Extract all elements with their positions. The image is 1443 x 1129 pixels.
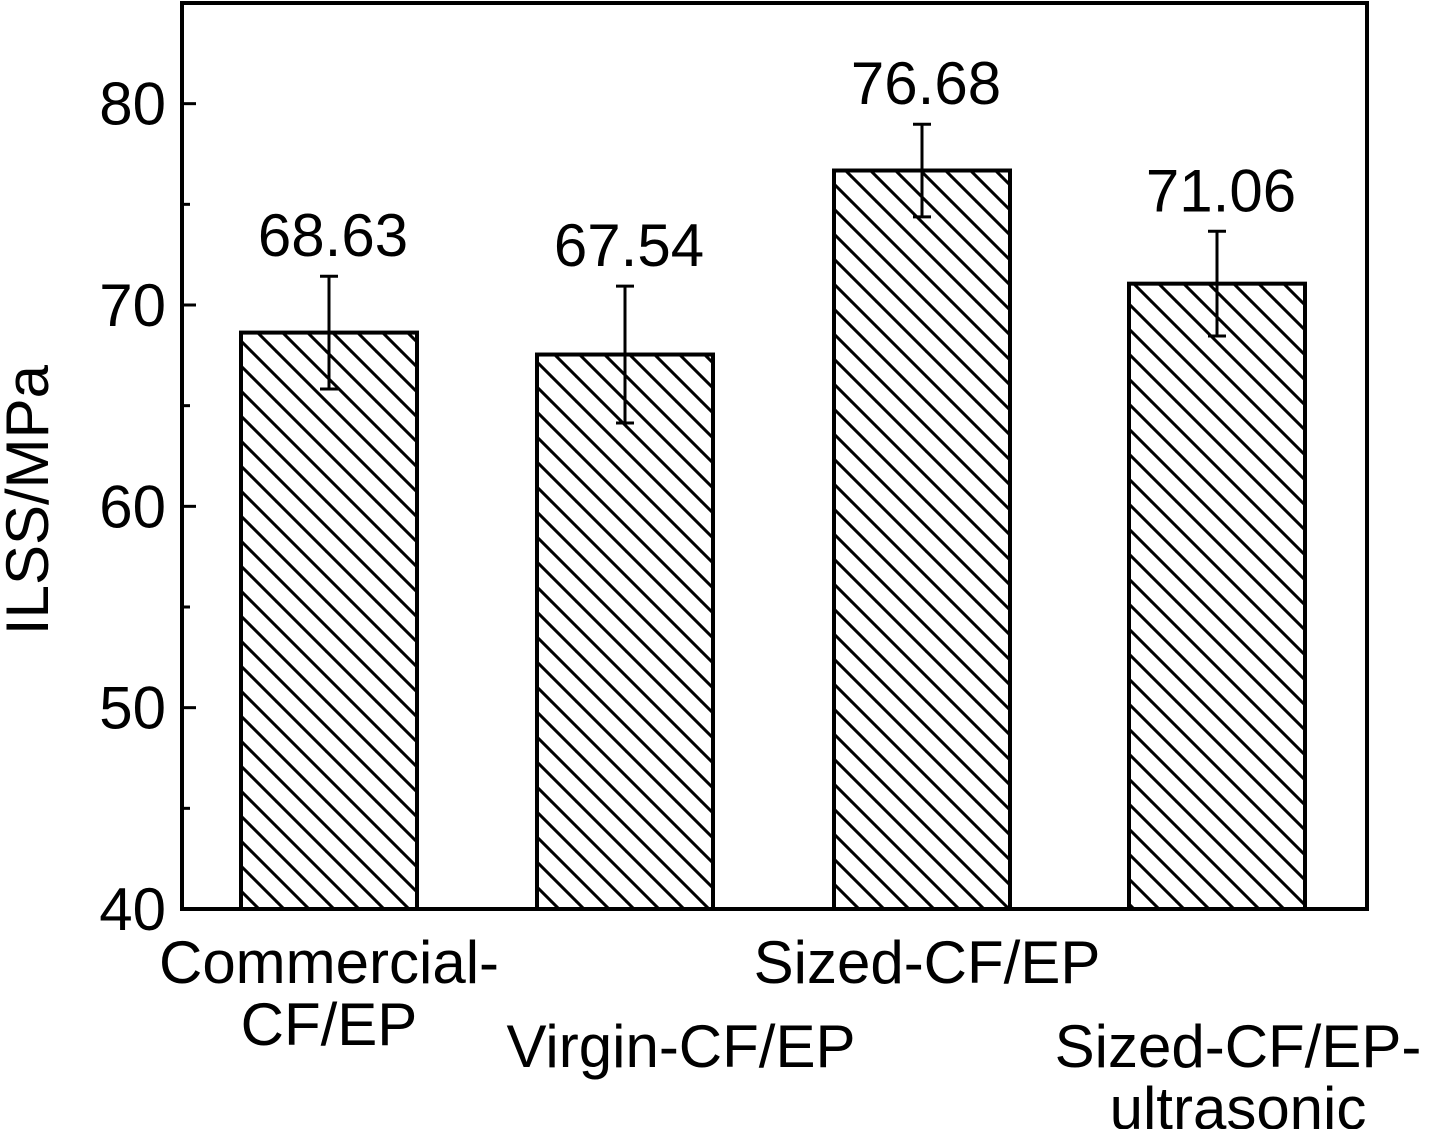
y-tick-label: 80 <box>99 71 166 138</box>
category-label-line: CF/EP <box>241 991 418 1058</box>
data-label-4: 71.06 <box>1146 157 1296 224</box>
bar-4 <box>1127 281 1307 911</box>
category-label-line: ultrasonic <box>1110 1075 1367 1129</box>
error-bars-layer <box>320 122 1226 425</box>
bar-1 <box>239 330 419 912</box>
category-label-line: Commercial- <box>159 929 499 996</box>
bar-2 <box>535 352 715 911</box>
error-bar-2 <box>616 284 634 425</box>
category-label-2: Virgin-CF/EP <box>507 1013 856 1080</box>
category-label-line: Sized-CF/EP <box>754 929 1101 996</box>
error-bar-3 <box>913 122 931 219</box>
bar-3 <box>832 168 1012 911</box>
y-tick-label: 70 <box>99 272 166 339</box>
bars-layer <box>239 168 1307 912</box>
data-label-3: 76.68 <box>851 50 1001 117</box>
y-tick-label: 40 <box>99 876 166 943</box>
category-label-line: Sized-CF/EP- <box>1055 1013 1422 1080</box>
y-axis-label: ILSS/MPa <box>0 364 61 635</box>
category-label-3: Sized-CF/EP <box>754 929 1101 996</box>
category-label-4: Sized-CF/EP-ultrasonic <box>1055 1013 1422 1129</box>
data-label-2: 67.54 <box>554 212 704 279</box>
error-bar-4 <box>1208 229 1226 338</box>
error-bar-1 <box>320 274 338 391</box>
data-labels-layer: 68.63 67.54 76.68 71.06 <box>258 50 1296 279</box>
y-tick-label: 60 <box>99 473 166 540</box>
data-label-1: 68.63 <box>258 202 408 269</box>
category-label-1: Commercial-CF/EP <box>159 929 499 1058</box>
plot-frame <box>180 1 1369 911</box>
y-tick-label: 50 <box>99 675 166 742</box>
category-label-line: Virgin-CF/EP <box>507 1013 856 1080</box>
